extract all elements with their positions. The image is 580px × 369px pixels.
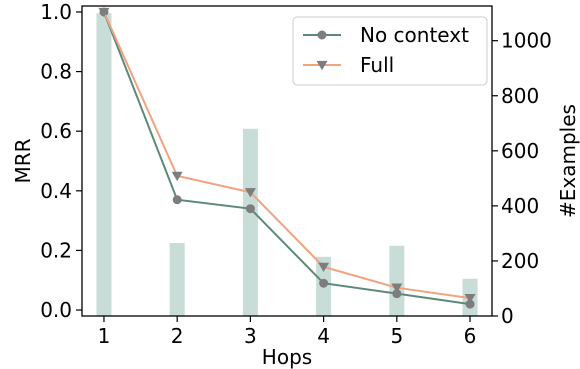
series-line [103,11,471,300]
bar [242,128,258,316]
bar [169,243,185,316]
data-point [464,293,476,304]
legend: No context Full [292,16,488,86]
legend-label: No context [360,23,469,47]
x-tick-label: 4 [317,324,330,348]
x-tick-label: 3 [244,324,257,348]
plot-frame [81,5,493,317]
y-left-tick-label: 0.4 [40,179,72,203]
data-point [465,299,475,309]
y-right-tick-label: 1000 [501,29,552,53]
x-tick-label: 1 [98,324,111,348]
bar [389,245,405,316]
data-point [392,289,402,299]
y-right-tick-label: 200 [501,249,539,273]
legend-marker [316,60,328,71]
legend-box [292,16,488,86]
data-point [319,278,329,288]
y-left-axis-title: MRR [11,138,35,183]
y-left-tick-label: 0.0 [40,298,72,322]
y-right-tick-label: 400 [501,194,539,218]
y-right-axis-title: #Examples [556,104,580,218]
x-axis-title: Hops [262,345,312,369]
data-point [98,7,110,18]
data-point [391,283,403,293]
legend-label: Full [360,53,394,77]
data-point [171,171,183,182]
y-right-tick-label: 600 [501,139,539,163]
data-point [318,262,330,273]
y-left-tick-label: 1.0 [40,0,72,24]
x-tick-label: 2 [171,324,184,348]
x-tick-label: 5 [390,324,403,348]
y-left-tick-label: 0.6 [40,119,72,143]
y-left-tick-label: 0.2 [40,238,72,262]
y-right-tick-label: 0 [501,304,514,328]
bar [96,13,112,317]
data-point [245,204,255,214]
lines-layer [98,7,476,309]
x-tick-label: 6 [464,324,477,348]
legend-marker [317,30,327,40]
data-point [244,188,256,198]
axes-layer: 0.0 0.2 0.4 0.6 0.8 1.0 0 200 400 600 800 1000 1 2 3 4 5… [11,0,580,369]
y-right-tick-label: 800 [501,84,539,108]
y-left-tick-label: 0.8 [40,60,72,84]
series-line [103,11,471,306]
data-point [172,195,182,205]
